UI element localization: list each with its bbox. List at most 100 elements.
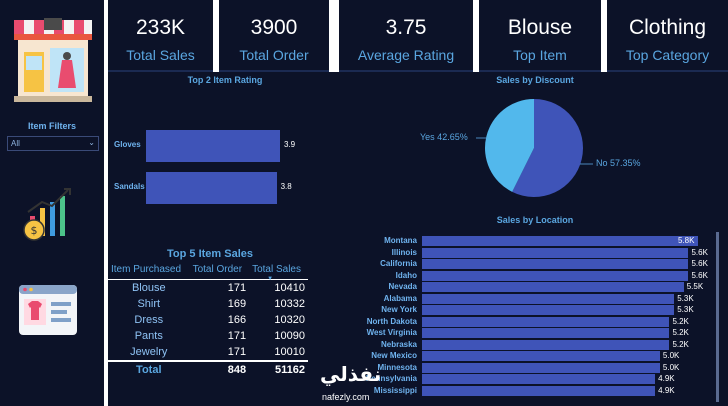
rating-bar[interactable] [146, 172, 277, 204]
item-orders: 169 [227, 298, 247, 310]
location-value: 5.8K [678, 236, 695, 245]
location-bar[interactable] [422, 305, 675, 315]
location-label: North Dakota [366, 316, 417, 326]
kpi-value: 3900 [250, 16, 298, 39]
shop-icon[interactable] [10, 14, 96, 104]
table-row[interactable]: Jewelry 171 10010 [108, 344, 308, 361]
sidebar-divider [104, 0, 108, 406]
column-header[interactable]: Total Order [189, 264, 250, 280]
item-orders: 166 [227, 314, 247, 326]
kpi-total-sales: 233K Total Sales [108, 0, 213, 72]
item-name: Shirt [137, 298, 161, 310]
pie-slice-yes[interactable] [485, 99, 534, 192]
table-row[interactable]: Dress 166 10320 [108, 312, 308, 328]
kpi-label: Top Category [625, 47, 710, 63]
item-orders: 171 [227, 282, 247, 294]
kpi-total-order: 3900 Total Order [219, 0, 329, 72]
item-name: Jewelry [130, 346, 168, 358]
location-bar[interactable] [422, 385, 656, 396]
item-name: Dress [134, 314, 164, 326]
item-sales: 10090 [274, 330, 305, 342]
location-bar[interactable] [422, 236, 698, 246]
kpi-value: 3.75 [385, 16, 427, 39]
location-value: 5.3K [677, 305, 694, 314]
kpi-label: Total Sales [126, 47, 195, 63]
kpi-top-item: Blouse Top Item [479, 0, 601, 72]
location-bar[interactable] [422, 328, 670, 338]
location-bar[interactable] [422, 374, 656, 384]
location-row[interactable]: Idaho 5.6K [330, 270, 710, 281]
bar-value: 3.8 [280, 182, 292, 191]
location-row[interactable]: Nevada 5.5K [330, 282, 710, 292]
kpi-value: Blouse [507, 16, 573, 39]
location-label: Nebraska [380, 339, 417, 349]
kpi-value: Clothing [628, 16, 707, 39]
location-bar[interactable] [422, 259, 689, 269]
location-bar[interactable] [422, 247, 689, 258]
table-row[interactable]: Shirt 169 10332 [108, 296, 308, 312]
location-row[interactable]: Minnesota 5.0K [330, 362, 710, 373]
pie-label: No 57.35% [596, 158, 641, 168]
bar-label: Sandals [114, 182, 145, 191]
bar-chart-money-icon[interactable]: $ [20, 186, 76, 244]
location-label: Illinois [391, 247, 417, 257]
location-bar[interactable] [422, 293, 675, 304]
table-total-row: Total 848 51162 [108, 360, 308, 378]
location-value: 5.0K [662, 362, 680, 372]
location-row[interactable]: Alabama 5.3K [330, 293, 710, 304]
kpi-gap [329, 0, 339, 72]
location-row[interactable]: Mississippi 4.9K [330, 385, 710, 396]
location-bar[interactable] [422, 339, 670, 350]
discount-chart-title: Sales by Discount [496, 75, 574, 85]
location-value: 5.5K [686, 282, 704, 291]
svg-text:$: $ [31, 224, 38, 237]
location-bar[interactable] [422, 270, 689, 281]
location-row[interactable]: New Mexico 5.0K [330, 351, 710, 361]
total-orders: 848 [189, 360, 250, 378]
column-header[interactable]: Item Purchased [108, 264, 190, 280]
location-row[interactable]: North Dakota 5.2K [330, 316, 710, 327]
location-value: 5.6K [691, 270, 708, 280]
table-row[interactable]: Blouse 171 10410 [108, 280, 308, 297]
chevron-down-icon: ⌄ [88, 138, 95, 147]
location-row[interactable]: Montana 5.8K [330, 236, 710, 246]
location-row[interactable]: California 5.6K [330, 259, 710, 269]
item-name: Pants [134, 330, 163, 342]
location-row[interactable]: Illinois 5.6K [330, 247, 710, 258]
column-header[interactable]: Total Sales ▼ [249, 264, 308, 282]
kpi-gap [601, 0, 607, 72]
location-label: New Mexico [371, 351, 417, 360]
item-sales: 10410 [274, 282, 305, 294]
location-row[interactable]: Nebraska 5.2K [330, 339, 710, 350]
pie-slice-no[interactable] [512, 99, 583, 197]
kpi-value: 233K [135, 16, 186, 39]
item-sales-table: Item Purchased Total Order Total Sales ▼ … [108, 264, 308, 378]
location-label: Pennsylvania [365, 374, 417, 383]
shirt-catalog-icon[interactable] [18, 284, 78, 336]
kpi-gap [473, 0, 479, 72]
location-row[interactable]: West Virginia 5.2K [330, 328, 710, 338]
item-orders: 171 [227, 346, 247, 358]
location-chart: Montana 5.8K Illinois 5.6K California 5.6K Ida… [330, 236, 720, 406]
location-label: Alabama [383, 293, 417, 303]
location-scrollbar[interactable] [716, 232, 719, 402]
location-bar[interactable] [422, 282, 684, 292]
kpi-label: Top Item [513, 47, 567, 63]
location-row[interactable]: New York 5.3K [330, 305, 710, 315]
kpi-gap [213, 0, 219, 72]
location-row[interactable]: Pennsylvania 4.9K [330, 374, 710, 384]
kpi-label: Total Order [239, 47, 309, 63]
location-value: 5.6K [691, 259, 708, 268]
sort-desc-icon: ▼ [267, 276, 274, 282]
kpi-average-rating: 3.75 Average Rating [339, 0, 473, 72]
location-value: 5.2K [672, 339, 689, 349]
location-value: 4.9K [658, 385, 675, 395]
rating-bar[interactable] [146, 130, 280, 162]
column-header-label: Total Sales [252, 264, 301, 275]
table-row[interactable]: Pants 171 10090 [108, 328, 308, 344]
location-bar[interactable] [422, 362, 660, 373]
location-bar[interactable] [422, 351, 660, 361]
location-bar[interactable] [422, 316, 670, 327]
location-label: New York [381, 305, 417, 314]
item-filter-select[interactable]: All ⌄ [7, 136, 99, 151]
